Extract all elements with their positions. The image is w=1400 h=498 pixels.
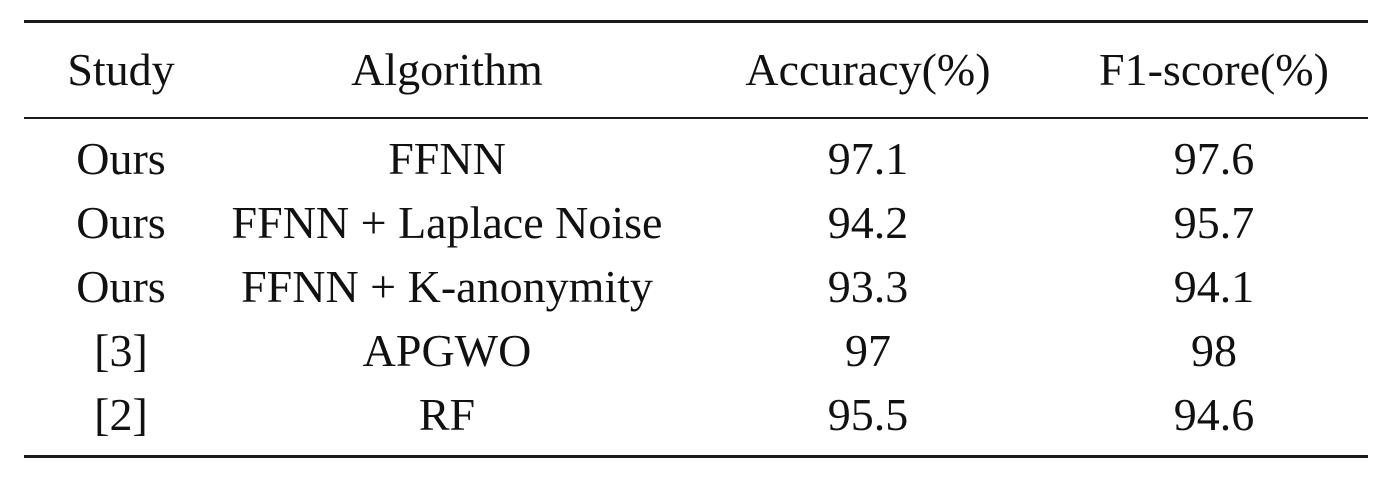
top-rule xyxy=(24,20,1368,23)
cell-algorithm: FFNN + K-anonymity xyxy=(241,261,653,312)
table-header: Study Algorithm Accuracy(%) F1-score(%) xyxy=(24,23,1368,117)
cell-f1-score: 98 xyxy=(1191,325,1237,376)
cell-study: Ours xyxy=(76,261,166,312)
cell-f1-score: 95.7 xyxy=(1173,197,1255,248)
cell-accuracy: 97.1 xyxy=(827,133,909,184)
table-row: [2] RF 95.5 94.6 xyxy=(24,383,1368,447)
header-accuracy: Accuracy(%) xyxy=(745,44,991,95)
results-table: Study Algorithm Accuracy(%) F1-score(%) … xyxy=(24,20,1368,458)
cell-study: Ours xyxy=(76,133,166,184)
header-rule xyxy=(24,117,1368,119)
table-body: Ours FFNN 97.1 97.6 Ours FFNN + Laplace … xyxy=(24,127,1368,447)
table-row: Ours FFNN 97.1 97.6 xyxy=(24,127,1368,191)
header-study: Study xyxy=(67,44,175,95)
cell-accuracy: 95.5 xyxy=(827,389,909,440)
cell-f1-score: 94.1 xyxy=(1173,261,1255,312)
cell-study: [2] xyxy=(94,389,148,440)
cell-study: [3] xyxy=(94,325,148,376)
cell-accuracy: 97 xyxy=(845,325,891,376)
table-row: Ours FFNN + Laplace Noise 94.2 95.7 xyxy=(24,191,1368,255)
cell-algorithm: RF xyxy=(418,389,476,440)
comparison-table-body: Ours FFNN 97.1 97.6 Ours FFNN + Laplace … xyxy=(24,127,1368,447)
table-row: Ours FFNN + K-anonymity 93.3 94.1 xyxy=(24,255,1368,319)
bottom-rule xyxy=(24,455,1368,458)
cell-f1-score: 94.6 xyxy=(1173,389,1255,440)
table-row: [3] APGWO 97 98 xyxy=(24,319,1368,383)
header-f1-score: F1-score(%) xyxy=(1099,44,1329,95)
cell-accuracy: 93.3 xyxy=(827,261,909,312)
cell-study: Ours xyxy=(76,197,166,248)
header-algorithm: Algorithm xyxy=(351,44,543,95)
cell-algorithm: FFNN + Laplace Noise xyxy=(231,197,663,248)
header-row: Study Algorithm Accuracy(%) F1-score(%) xyxy=(24,23,1368,117)
cell-algorithm: FFNN xyxy=(388,133,506,184)
comparison-table: Study Algorithm Accuracy(%) F1-score(%) xyxy=(24,23,1368,117)
cell-accuracy: 94.2 xyxy=(827,197,909,248)
cell-f1-score: 97.6 xyxy=(1173,133,1255,184)
cell-algorithm: APGWO xyxy=(362,325,532,376)
